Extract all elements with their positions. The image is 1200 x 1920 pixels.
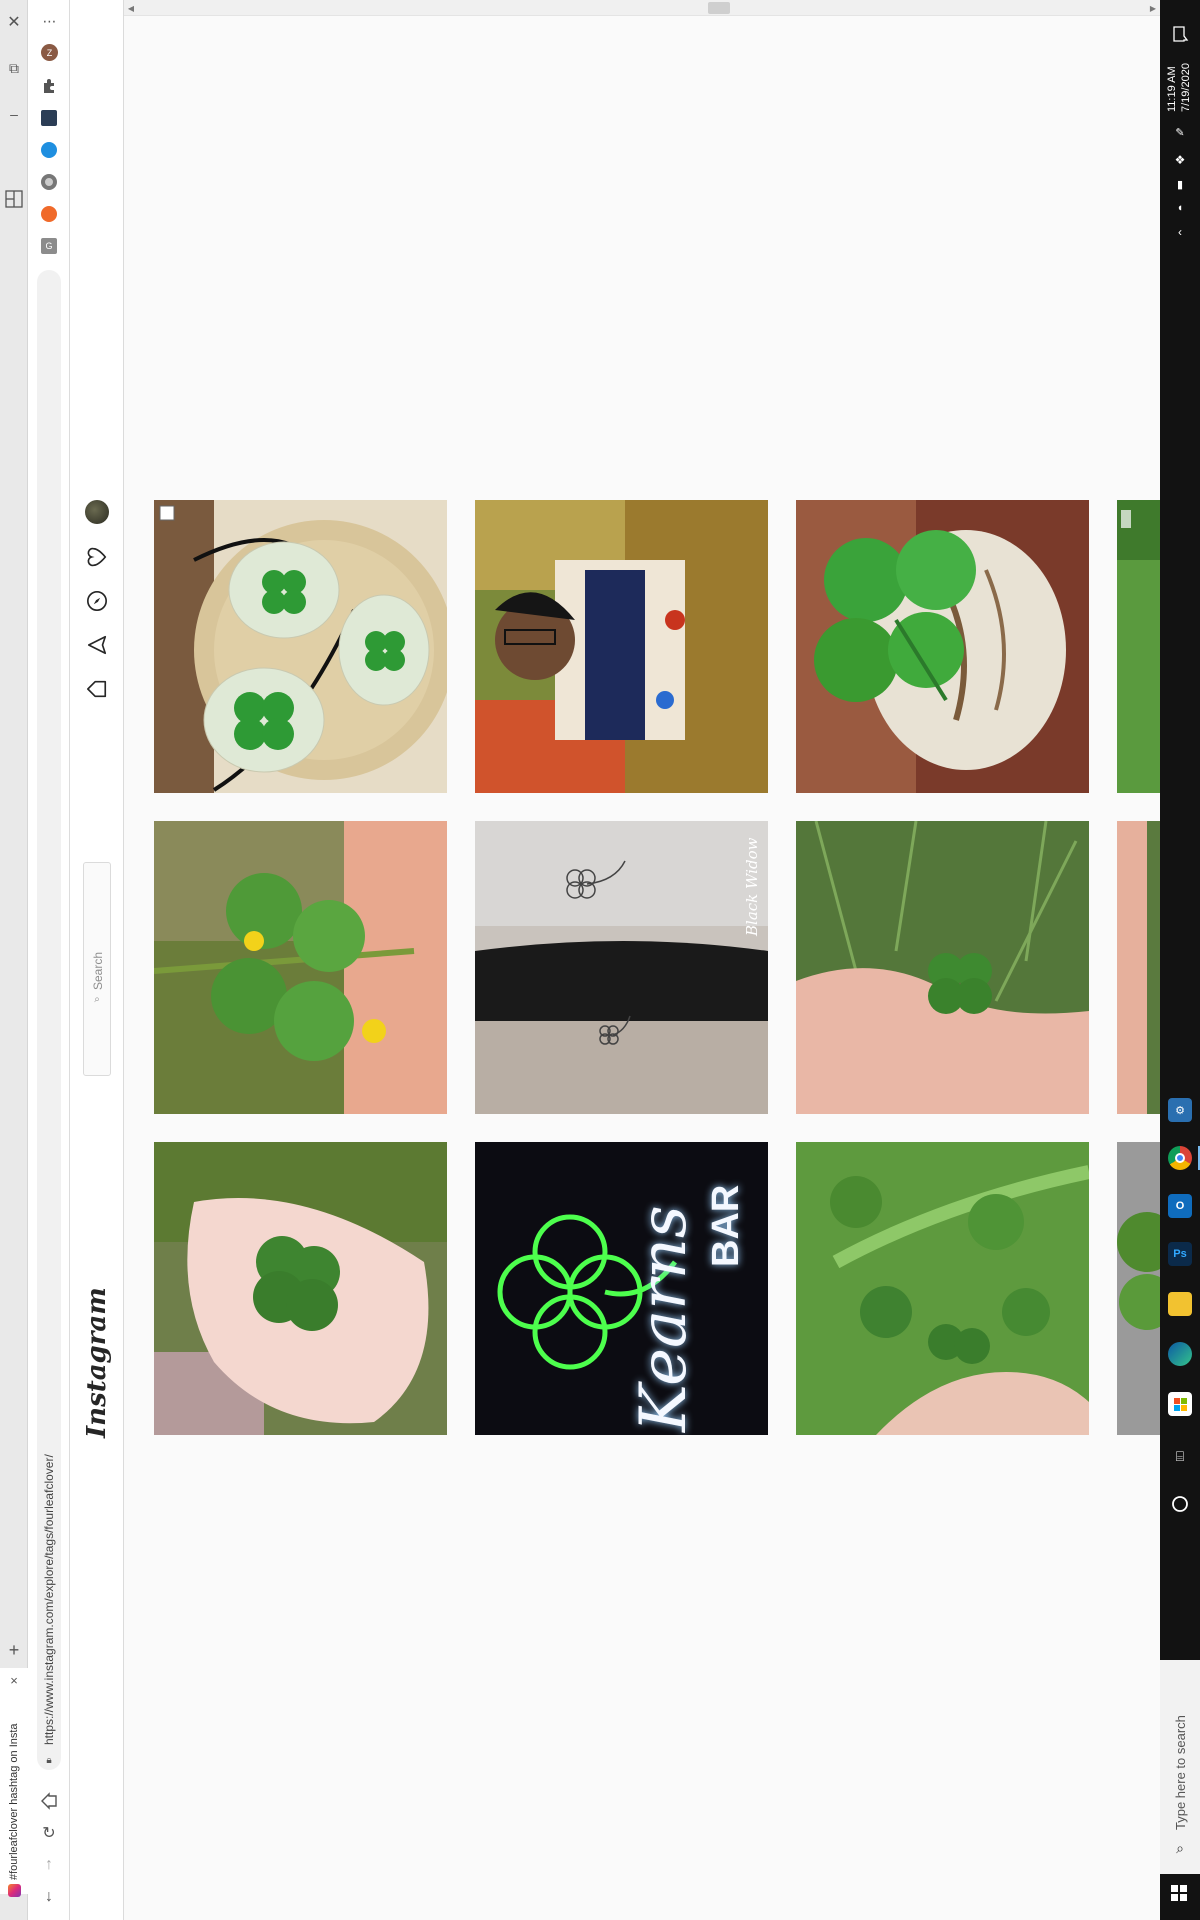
profile-picture[interactable] xyxy=(85,500,109,524)
restore-window-icon[interactable]: ⧉ xyxy=(9,59,19,76)
man-colorful-shirt-image xyxy=(475,500,768,793)
direct-messages-icon[interactable] xyxy=(84,632,110,658)
windows-logo-icon xyxy=(1171,1885,1187,1901)
clover-tattoo-image xyxy=(475,821,768,1114)
scroll-left-icon[interactable]: ◀ xyxy=(127,3,135,13)
grass-partial-image xyxy=(1117,500,1160,793)
show-hidden-icons-chevron[interactable]: ‹ xyxy=(1178,225,1182,239)
language-icon[interactable]: ✎ xyxy=(1175,126,1185,139)
search-icon: ⌕ xyxy=(94,993,100,1005)
tab-strip: ✕ ⧉ – + × #fourleafclover hashtag on Ins… xyxy=(0,0,28,1920)
store-app-icon[interactable] xyxy=(1168,1392,1192,1416)
forward-icon[interactable]: ↑ xyxy=(45,1856,53,1873)
clover-on-palm-image xyxy=(154,1142,447,1435)
taskbar-search-box[interactable] xyxy=(1160,1660,1200,1874)
neon-bar-sign-image xyxy=(475,1142,768,1435)
browser-toolbar: ⋯ Z G https://www.instagram.com/explore/… xyxy=(28,0,70,1920)
extension-blue-icon[interactable] xyxy=(41,142,57,158)
instagram-logo[interactable]: Instagram xyxy=(82,1287,112,1438)
plant-partial-image xyxy=(1117,1142,1160,1435)
scrollbar-thumb[interactable] xyxy=(708,2,730,14)
address-bar[interactable] xyxy=(37,270,61,1770)
windows-taskbar: 11:19 AM 7/19/2020 ✎ ❖ ▮ ◖ ‹ ⚙ O Ps ⌸ Ty… xyxy=(1160,0,1200,1920)
dropbox-icon[interactable]: ❖ xyxy=(1174,153,1186,167)
neon-sign-text: Kearns xyxy=(627,1205,701,1432)
clover-patch-hand-image xyxy=(796,1142,1089,1435)
post-tile[interactable] xyxy=(154,1142,447,1435)
tab-title: #fourleafclover hashtag on Insta xyxy=(8,1723,20,1880)
lock-icon: 🔒︎ xyxy=(46,1754,52,1766)
settings-app-icon[interactable]: ⚙ xyxy=(1168,1098,1192,1122)
chrome-app-icon[interactable] xyxy=(1168,1146,1192,1170)
taskbar-search-placeholder: Type here to search xyxy=(1173,1715,1188,1830)
start-button[interactable] xyxy=(1170,1884,1190,1904)
task-view-icon[interactable]: ⌸ xyxy=(1175,1447,1185,1464)
tab-actions-icon[interactable] xyxy=(3,188,25,210)
more-menu-icon[interactable]: ⋯ xyxy=(42,12,57,29)
edge-app-icon[interactable] xyxy=(1168,1342,1192,1366)
explore-compass-icon[interactable] xyxy=(84,588,110,614)
clock-date[interactable]: 7/19/2020 xyxy=(1180,63,1192,112)
search-input[interactable] xyxy=(83,862,111,1076)
new-tab-button[interactable]: + xyxy=(8,1639,20,1660)
outlook-app-icon[interactable]: O xyxy=(1168,1194,1192,1218)
home-icon[interactable] xyxy=(38,1790,60,1812)
close-tab-icon[interactable]: × xyxy=(10,1672,18,1688)
activity-heart-icon[interactable] xyxy=(84,544,110,570)
profile-avatar[interactable]: Z xyxy=(41,44,58,61)
taskbar-active-indicator xyxy=(1198,1146,1200,1170)
tattoo-watermark: Black Widow xyxy=(743,837,761,936)
instagram-nav: Search ⌕ Instagram xyxy=(70,0,124,1920)
post-tile[interactable] xyxy=(796,1142,1089,1435)
extension-circle-icon[interactable] xyxy=(41,174,57,190)
post-tile[interactable] xyxy=(475,500,768,793)
clover-held-yellow-flowers-image xyxy=(154,821,447,1114)
action-center-icon[interactable] xyxy=(1168,22,1192,46)
post-tile-partial[interactable] xyxy=(1117,821,1160,1114)
explore-tag-page: ◀ ▶ xyxy=(124,0,1160,1920)
post-tile[interactable] xyxy=(796,821,1089,1114)
home-feed-icon[interactable] xyxy=(84,676,110,702)
post-tile-partial[interactable] xyxy=(1117,1142,1160,1435)
photoshop-app-icon[interactable]: Ps xyxy=(1168,1242,1192,1266)
neon-bar-text: BAR xyxy=(705,1184,747,1267)
close-window-icon[interactable]: ✕ xyxy=(7,14,21,31)
instagram-favicon xyxy=(8,1884,21,1897)
post-tile[interactable] xyxy=(154,821,447,1114)
hand-partial-image xyxy=(1117,821,1160,1114)
clover-in-grass-hand-image xyxy=(796,821,1089,1114)
clover-on-stone-image xyxy=(796,500,1089,793)
volume-icon[interactable]: ◖ xyxy=(1176,202,1184,214)
post-tile[interactable] xyxy=(796,500,1089,793)
post-tile[interactable]: Kearns BAR xyxy=(475,1142,768,1435)
clover-pendants-image xyxy=(154,500,447,793)
horizontal-scrollbar[interactable]: ◀ ▶ xyxy=(124,0,1160,16)
clock-time[interactable]: 11:19 AM xyxy=(1166,66,1178,112)
extensions-icon[interactable] xyxy=(40,76,58,94)
minimize-window-icon[interactable]: – xyxy=(10,106,18,122)
post-tile[interactable]: Black Widow xyxy=(475,821,768,1114)
post-tile-partial[interactable] xyxy=(1117,500,1160,793)
url-text: https://www.instagram.com/explore/tags/f… xyxy=(42,1454,56,1745)
back-icon[interactable]: ↓ xyxy=(45,1888,53,1905)
battery-icon[interactable]: ▮ xyxy=(1176,178,1184,191)
scroll-right-icon[interactable]: ▶ xyxy=(1149,3,1157,13)
extension-chart-icon[interactable] xyxy=(41,110,57,126)
post-tile[interactable] xyxy=(154,500,447,793)
reload-icon[interactable]: ↻ xyxy=(42,1825,56,1842)
file-explorer-app-icon[interactable] xyxy=(1168,1292,1192,1316)
cortana-icon[interactable] xyxy=(1168,1492,1192,1516)
tab-active[interactable]: × #fourleafclover hashtag on Insta xyxy=(0,1668,28,1897)
taskbar-search-icon: ⌕ xyxy=(1176,1839,1184,1856)
extension-g-icon[interactable]: G xyxy=(41,238,57,254)
extension-orange-icon[interactable] xyxy=(41,206,57,222)
search-placeholder: Search xyxy=(91,951,105,990)
